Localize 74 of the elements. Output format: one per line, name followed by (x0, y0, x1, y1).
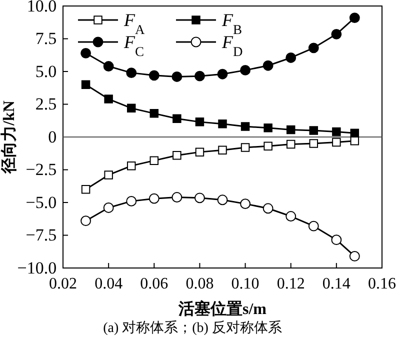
point (218, 146, 227, 154)
point (349, 251, 360, 262)
point (332, 127, 341, 136)
point (331, 234, 342, 246)
x-axis-title: 活塞位置s/m (178, 299, 268, 318)
point (126, 104, 136, 113)
y-axis-title: 径向力/kN (0, 100, 18, 174)
point (349, 12, 360, 23)
point (309, 126, 318, 135)
point (104, 94, 113, 104)
point (262, 203, 274, 214)
point (331, 28, 342, 40)
y-tick-label: −2.5 (26, 160, 57, 180)
point (80, 48, 92, 58)
point (240, 122, 250, 131)
y-tick-label: 0 (48, 127, 57, 146)
text: (a) 对称体系；(b) 反对称体系 (103, 320, 282, 336)
point (264, 142, 272, 151)
point (126, 196, 137, 206)
point (126, 161, 136, 170)
point (172, 150, 182, 160)
y-tick-label: 7.5 (35, 29, 57, 48)
point (217, 194, 228, 206)
point (332, 138, 341, 147)
point (286, 140, 296, 149)
point (195, 118, 204, 126)
point (262, 60, 274, 71)
point (240, 143, 250, 152)
y-tick-label: −7.5 (26, 226, 57, 245)
point (81, 80, 90, 89)
point (308, 220, 319, 232)
point (309, 139, 318, 148)
point (217, 68, 228, 80)
point (80, 216, 92, 226)
y-tick-label: −5.0 (26, 192, 57, 212)
point (148, 70, 160, 81)
x-tick-label: 0.10 (231, 276, 260, 293)
x-tick-label: 0.04 (94, 276, 123, 293)
point (104, 170, 113, 180)
x-tick-label: 0.02 (49, 276, 77, 293)
point (150, 109, 159, 118)
point (103, 61, 114, 72)
point (150, 156, 159, 165)
point (350, 136, 360, 146)
point (286, 125, 296, 134)
point (103, 202, 114, 213)
point (195, 148, 204, 156)
point (126, 68, 137, 78)
point (350, 128, 360, 138)
y-tick-label: −10.0 (17, 258, 57, 278)
point (81, 185, 90, 194)
y-tick-label: 5.0 (35, 62, 57, 81)
point (240, 64, 251, 76)
point (308, 42, 319, 54)
legend-label: F$_{B}$ (221, 10, 242, 36)
x-tick-label: 0.12 (276, 276, 305, 293)
point (194, 70, 205, 82)
point (172, 114, 182, 124)
y-tick-label: 2.5 (35, 94, 57, 114)
point (240, 198, 251, 210)
point (218, 120, 227, 128)
point (286, 52, 296, 63)
x-tick-label: 0.06 (140, 276, 168, 293)
point (194, 192, 205, 204)
y-tick-label: 10.0 (26, 0, 57, 16)
point (172, 192, 182, 202)
point (286, 211, 296, 222)
point (148, 193, 160, 204)
legend-label: F$_{A}$ (123, 10, 145, 36)
point (172, 72, 182, 82)
point (264, 123, 272, 132)
x-tick-label: 0.16 (368, 276, 396, 293)
x-tick-label: 0.08 (186, 276, 214, 293)
x-tick-label: 0.14 (322, 276, 350, 293)
